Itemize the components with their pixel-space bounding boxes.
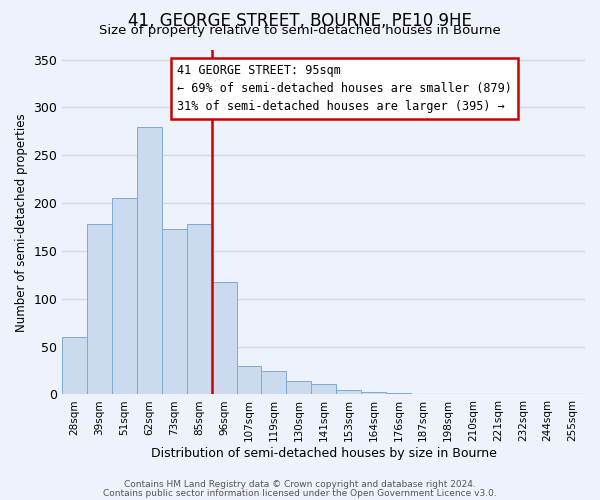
Y-axis label: Number of semi-detached properties: Number of semi-detached properties [15, 113, 28, 332]
Text: 41, GEORGE STREET, BOURNE, PE10 9HE: 41, GEORGE STREET, BOURNE, PE10 9HE [128, 12, 472, 30]
Bar [187, 224, 212, 394]
Text: Size of property relative to semi-detached houses in Bourne: Size of property relative to semi-detach… [99, 24, 501, 37]
Text: Contains public sector information licensed under the Open Government Licence v3: Contains public sector information licen… [103, 488, 497, 498]
Bar [386, 392, 411, 394]
Bar [311, 384, 336, 394]
Bar [336, 390, 361, 394]
Bar [87, 224, 112, 394]
Bar [112, 198, 137, 394]
Bar [212, 282, 236, 395]
Bar [236, 366, 262, 394]
Bar [286, 381, 311, 394]
Text: Contains HM Land Registry data © Crown copyright and database right 2024.: Contains HM Land Registry data © Crown c… [124, 480, 476, 489]
Bar [262, 372, 286, 394]
Bar [162, 229, 187, 394]
X-axis label: Distribution of semi-detached houses by size in Bourne: Distribution of semi-detached houses by … [151, 447, 497, 460]
Bar [361, 392, 386, 394]
Text: 41 GEORGE STREET: 95sqm
← 69% of semi-detached houses are smaller (879)
31% of s: 41 GEORGE STREET: 95sqm ← 69% of semi-de… [177, 64, 512, 113]
Bar [62, 337, 87, 394]
Bar [137, 126, 162, 394]
